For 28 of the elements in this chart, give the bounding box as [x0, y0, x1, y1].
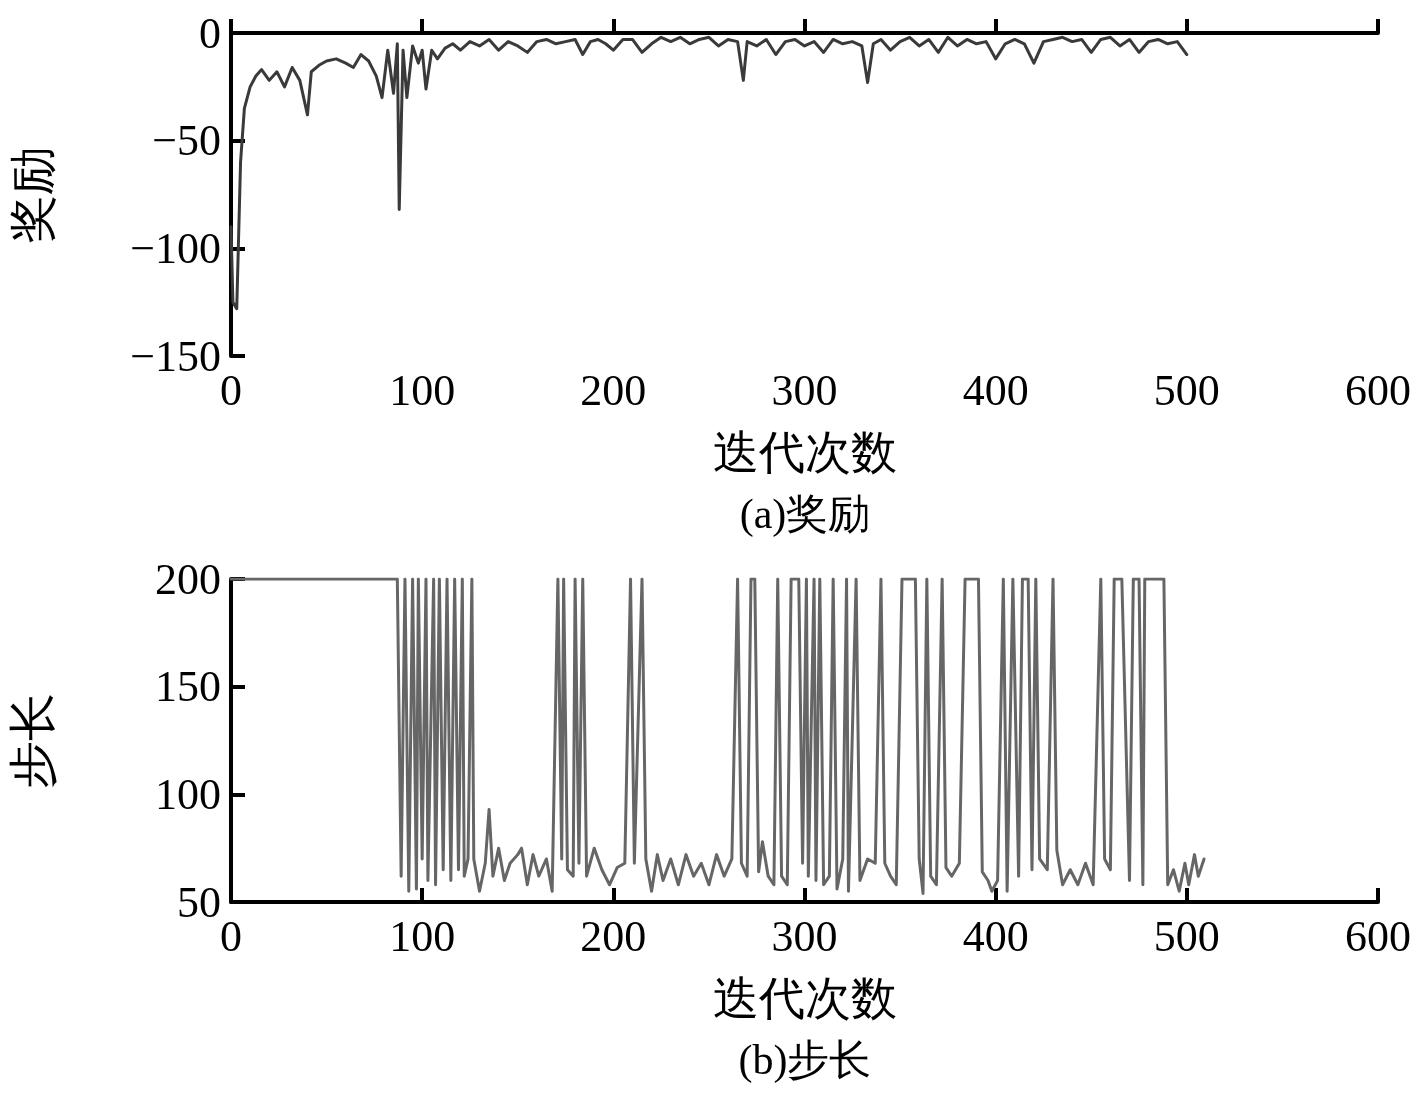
y-tick-label: 150: [155, 662, 221, 712]
text: (b)步长: [738, 1037, 872, 1084]
y-tick-label: 100: [155, 769, 221, 819]
x-tick-label: 400: [962, 911, 1029, 961]
line-series: [229, 35, 1189, 311]
x-tick-label: 600: [1345, 365, 1411, 415]
x-tick-label: 300: [771, 365, 838, 415]
y-axis-title: 步长: [5, 692, 59, 789]
y-axis-title: 奖励: [5, 146, 59, 243]
y-tick-label: 200: [155, 554, 221, 604]
x-tick-label: 200: [580, 365, 647, 415]
x-tick-label: 200: [580, 911, 647, 961]
x-tick-label: 600: [1345, 911, 1411, 961]
line-series: [229, 577, 1206, 895]
x-tick-label: 500: [1153, 365, 1220, 415]
text: (a)奖励: [739, 491, 871, 538]
x-tick-label: 400: [962, 365, 1029, 415]
x-tick-label: 500: [1153, 911, 1220, 961]
x-axis-title: 迭代次数: [713, 972, 897, 1024]
y-tick-label: −150: [130, 331, 221, 381]
y-tick-label: 50: [177, 877, 221, 927]
y-tick-label: −50: [152, 116, 221, 166]
y-tick-label: −100: [130, 223, 221, 273]
x-axis-title: 迭代次数: [713, 426, 897, 478]
x-tick-label: 100: [389, 911, 456, 961]
y-tick-label: 0: [199, 8, 221, 58]
x-tick-label: 100: [389, 365, 456, 415]
x-tick-label: 300: [771, 911, 838, 961]
